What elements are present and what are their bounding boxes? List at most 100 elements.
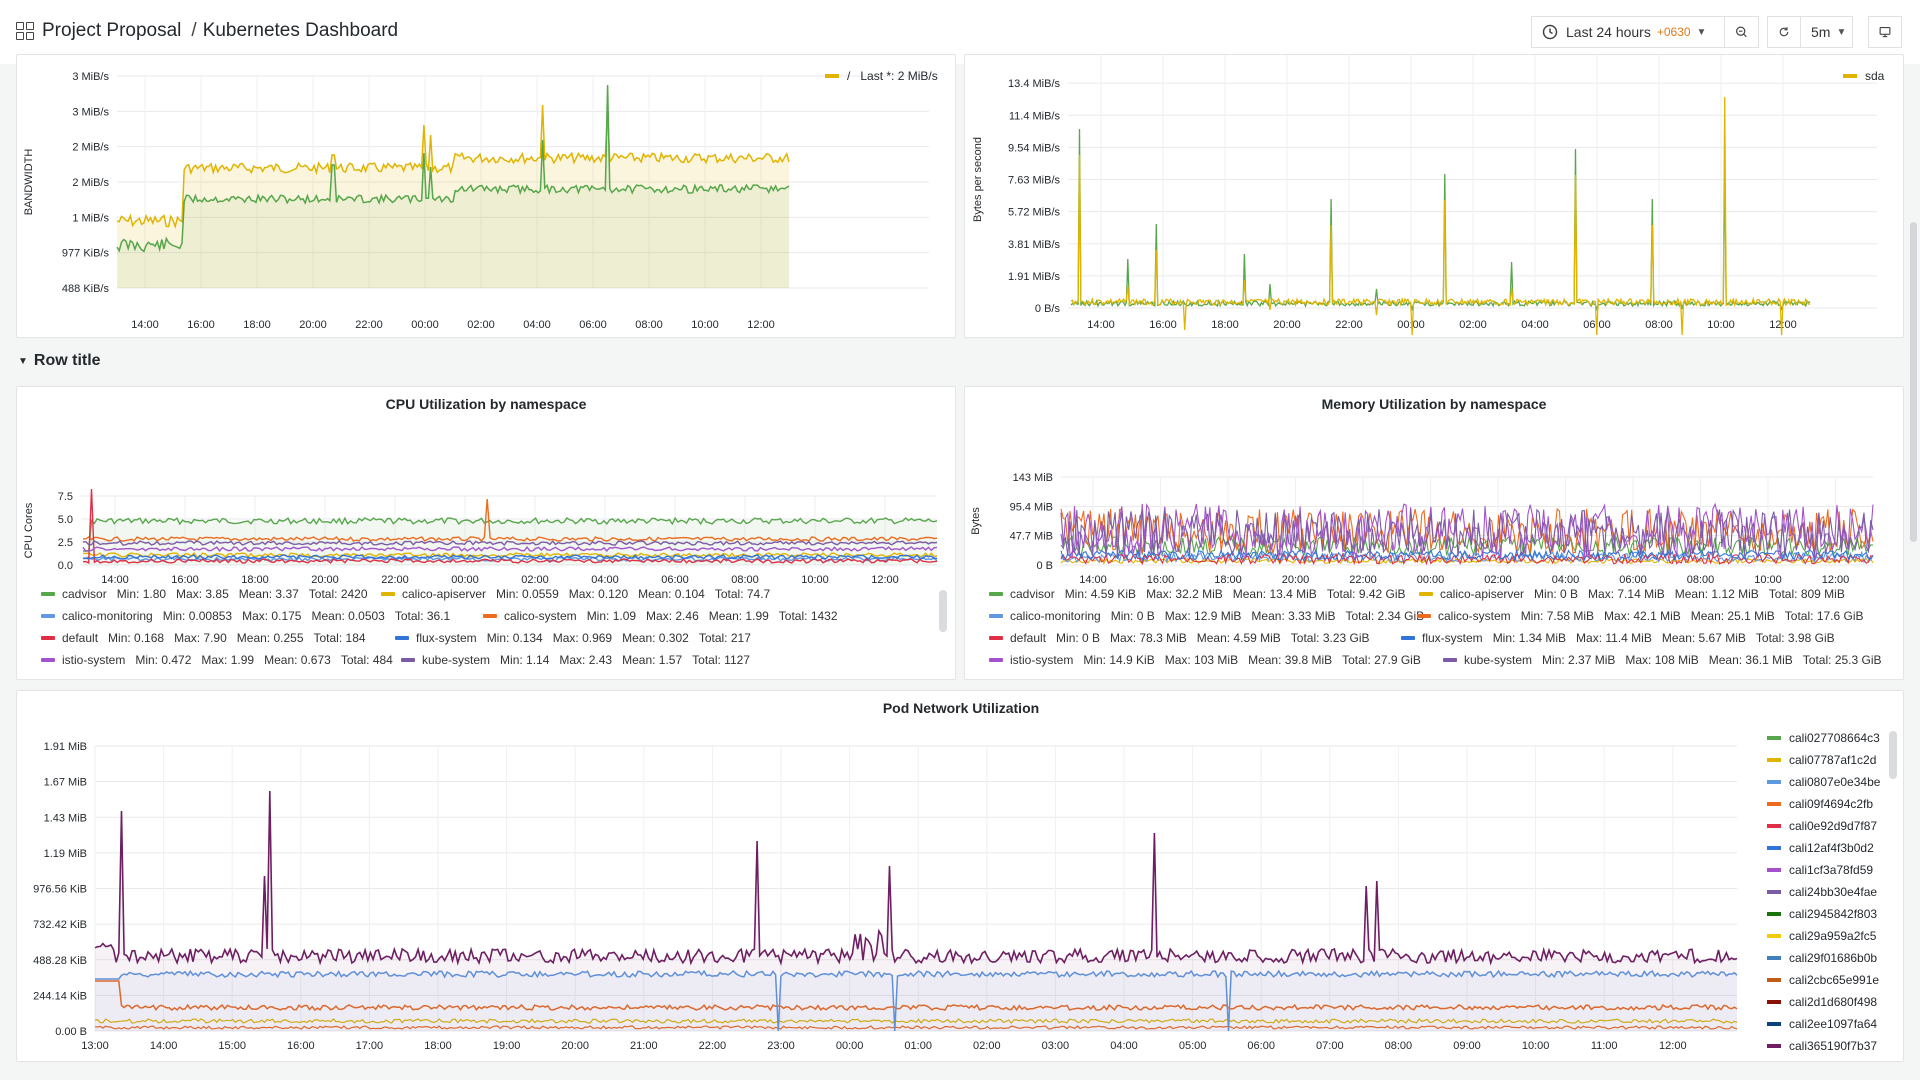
legend-item[interactable]: istio-system Min: 14.9 KiB Max: 103 MiB Mea… bbox=[989, 653, 1421, 667]
x-tick-label: 18:00 bbox=[424, 1040, 452, 1052]
y-tick-label: 13.4 MiB/s bbox=[1008, 78, 1060, 90]
legend-mean: Mean: 39.8 MiB bbox=[1248, 653, 1333, 667]
pod-network-legend: cali027708664c3 cali07787af1c2d cali0807e0… bbox=[1767, 731, 1897, 1057]
row-header[interactable]: ▼ Row title bbox=[18, 352, 101, 370]
legend-item[interactable]: default Min: 0.168 Max: 7.90 Mean: 0.255 Tot… bbox=[41, 631, 366, 645]
legend-item[interactable]: cadvisor Min: 4.59 KiB Max: 32.2 MiB Mean: … bbox=[989, 587, 1406, 601]
legend-scrollbar[interactable] bbox=[939, 590, 947, 632]
row-title: Row title bbox=[33, 352, 101, 369]
tv-mode-button[interactable] bbox=[1868, 16, 1902, 48]
refresh-button[interactable] bbox=[1767, 16, 1801, 48]
y-tick-label: 244.14 KiB bbox=[33, 990, 87, 1002]
y-tick-label: 1.19 MiB bbox=[44, 848, 87, 860]
legend-item[interactable]: cali24bb30e4fae bbox=[1767, 885, 1877, 899]
legend-total: Total: 9.42 GiB bbox=[1326, 587, 1406, 601]
legend-item[interactable]: cali07787af1c2d bbox=[1767, 753, 1876, 767]
x-tick-label: 08:00 bbox=[635, 319, 663, 331]
legend-swatch bbox=[1767, 912, 1781, 916]
legend-item[interactable]: cali1cf3a78fd59 bbox=[1767, 863, 1873, 877]
x-tick-label: 05:00 bbox=[1179, 1040, 1207, 1052]
legend-item[interactable]: calico-monitoring Min: 0 B Max: 12.9 MiB Me… bbox=[989, 609, 1424, 623]
legend-swatch bbox=[1767, 868, 1781, 872]
legend-item[interactable]: calico-monitoring Min: 0.00853 Max: 0.175 M… bbox=[41, 609, 450, 623]
legend-item[interactable]: cali29f01686b0b bbox=[1767, 951, 1877, 965]
legend-item[interactable]: kube-system Min: 1.14 Max: 2.43 Mean: 1.57 T… bbox=[401, 653, 750, 667]
y-tick-label: 9.54 MiB/s bbox=[1008, 142, 1060, 154]
zoom-out-button[interactable] bbox=[1725, 16, 1759, 48]
y-tick-label: 0.00 B bbox=[55, 1026, 87, 1038]
legend-total: Total: 17.6 GiB bbox=[1784, 609, 1864, 623]
refresh-interval-picker[interactable]: 5m ▼ bbox=[1801, 16, 1853, 48]
memory-series-flux-system bbox=[1060, 548, 1874, 562]
legend-item[interactable]: kube-system Min: 2.37 MiB Max: 108 MiB Mean… bbox=[1443, 653, 1882, 667]
legend-item[interactable]: istio-system Min: 0.472 Max: 1.99 Mean: 0.6… bbox=[41, 653, 393, 667]
cpu-panel: CPU Utilization by namespace 7.5 5.0 2.5 0.… bbox=[16, 386, 956, 680]
panel-title[interactable]: Memory Utilization by namespace bbox=[1321, 396, 1547, 412]
monitor-icon bbox=[1879, 26, 1891, 38]
y-tick-label: 3.81 MiB/s bbox=[1008, 239, 1060, 251]
page-scrollbar[interactable] bbox=[1910, 222, 1917, 542]
x-tick-label: 06:00 bbox=[1619, 574, 1647, 586]
legend-min: Min: 0.134 bbox=[486, 631, 543, 645]
y-axis-label: CPU Cores bbox=[23, 502, 35, 558]
legend-item[interactable]: flux-system Min: 0.134 Max: 0.969 Mean: 0.3… bbox=[395, 631, 751, 645]
legend-item[interactable]: cali365190f7b37 bbox=[1767, 1039, 1877, 1053]
legend-item[interactable]: cali12af4f3b0d2 bbox=[1767, 841, 1874, 855]
legend-item[interactable]: calico-system Min: 7.58 MiB Max: 42.1 MiB M… bbox=[1417, 609, 1864, 623]
legend-max: Max: 103 MiB bbox=[1164, 653, 1239, 667]
dashboards-grid-icon[interactable] bbox=[16, 22, 34, 40]
legend-name: cali365190f7b37 bbox=[1789, 1039, 1878, 1053]
legend-item[interactable]: cadvisor Min: 1.80 Max: 3.85 Mean: 3.37 Tota… bbox=[41, 587, 368, 601]
y-tick-label: 1.91 MiB bbox=[44, 741, 87, 753]
pod-series-cali0807e0e34be-area bbox=[95, 971, 1737, 1031]
legend-item[interactable]: default Min: 0 B Max: 78.3 MiB Mean: 4.59 M… bbox=[989, 631, 1370, 645]
legend-min: Min: 0.472 bbox=[135, 653, 192, 667]
legend-item[interactable]: cali09f4694c2fb bbox=[1767, 797, 1873, 811]
legend-max: Max: 7.14 MiB bbox=[1588, 587, 1665, 601]
legend-total: Total: 36.1 bbox=[394, 609, 451, 623]
legend-mean: Mean: 1.12 MiB bbox=[1674, 587, 1759, 601]
legend-swatch bbox=[1767, 1022, 1781, 1026]
x-tick-label: 03:00 bbox=[1042, 1040, 1070, 1052]
memory-chart: 143 MiB 95.4 MiB 47.7 MiB 0 B 14:00 16:00 18:0… bbox=[970, 472, 1874, 586]
x-tick-label: 16:00 bbox=[287, 1040, 315, 1052]
top-navbar: Project Proposal / Kubernetes Dashboard … bbox=[0, 0, 1920, 64]
panel-title[interactable]: CPU Utilization by namespace bbox=[385, 396, 587, 412]
x-tick-label: 20:00 bbox=[561, 1040, 589, 1052]
cpu-series-calico-apiserver bbox=[83, 552, 938, 558]
legend-item[interactable]: cali027708664c3 bbox=[1767, 731, 1880, 745]
x-tick-label: 00:00 bbox=[1397, 319, 1425, 331]
legend-item[interactable]: cali2d1d680f498 bbox=[1767, 995, 1877, 1009]
breadcrumb-folder[interactable]: Project Proposal bbox=[42, 20, 182, 41]
legend-item[interactable]: cali2cbc65e991e bbox=[1767, 973, 1879, 987]
legend-item[interactable]: calico-system Min: 1.09 Max: 2.46 Mean: 1.9… bbox=[483, 609, 838, 623]
legend-series-name[interactable]: / bbox=[847, 69, 851, 83]
legend-name: cali0807e0e34be bbox=[1789, 775, 1881, 789]
legend-swatch bbox=[989, 636, 1003, 640]
x-tick-label: 14:00 bbox=[131, 319, 159, 331]
legend-item[interactable]: cali0e92d9d7f87 bbox=[1767, 819, 1877, 833]
legend-swatch bbox=[41, 614, 55, 618]
x-tick-label: 18:00 bbox=[241, 574, 269, 586]
x-tick-label: 12:00 bbox=[1659, 1040, 1687, 1052]
legend-name: flux-system bbox=[1422, 631, 1483, 645]
cpu-series-cadvisor bbox=[83, 516, 938, 552]
legend-series-stat: Last *: 2 MiB/s bbox=[860, 69, 938, 83]
legend-item[interactable]: cali0807e0e34be bbox=[1767, 775, 1880, 789]
legend-item[interactable]: flux-system Min: 1.34 MiB Max: 11.4 MiB Mea… bbox=[1401, 631, 1835, 645]
legend-item[interactable]: calico-apiserver Min: 0.0559 Max: 0.120 Mea… bbox=[381, 587, 770, 601]
x-tick-label: 15:00 bbox=[218, 1040, 246, 1052]
legend-item[interactable]: cali2945842f803 bbox=[1767, 907, 1877, 921]
legend-series-name[interactable]: sda bbox=[1865, 69, 1885, 83]
legend-scrollbar[interactable] bbox=[1889, 731, 1897, 779]
y-axis-label: BANDWIDTH bbox=[23, 149, 35, 216]
legend-name: istio-system bbox=[1010, 653, 1074, 667]
panel-title[interactable]: Pod Network Utilization bbox=[882, 700, 1040, 716]
legend-total: Total: 25.3 GiB bbox=[1802, 653, 1882, 667]
legend-item[interactable]: cali2ee1097fa64 bbox=[1767, 1017, 1877, 1031]
legend-item[interactable]: calico-apiserver Min: 0 B Max: 7.14 MiB Mea… bbox=[1419, 587, 1845, 601]
legend-total: Total: 3.98 GiB bbox=[1755, 631, 1835, 645]
time-range-picker[interactable]: Last 24 hours +0630 ▼ bbox=[1531, 16, 1725, 48]
legend-item[interactable]: cali29a959a2fc5 bbox=[1767, 929, 1876, 943]
x-tick-label: 14:00 bbox=[101, 574, 129, 586]
